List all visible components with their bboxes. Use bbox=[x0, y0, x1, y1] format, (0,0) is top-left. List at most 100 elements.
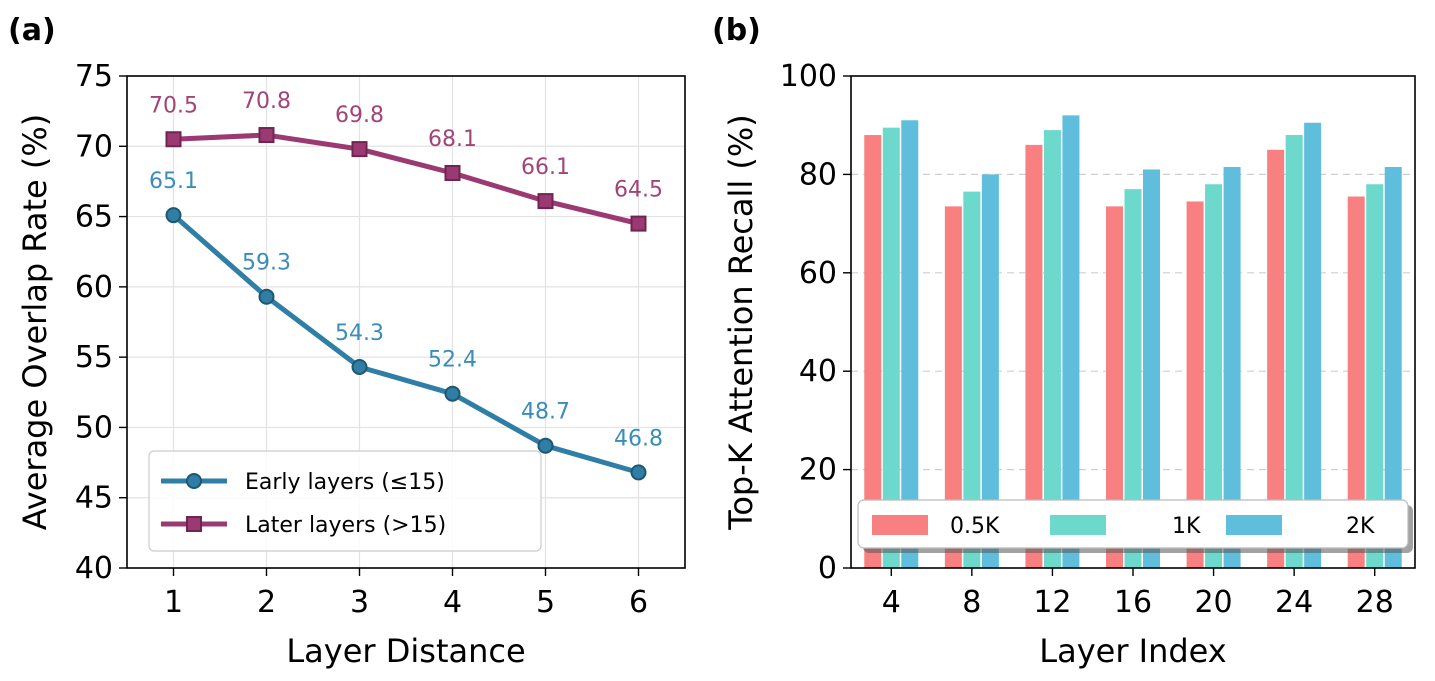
a-series-line-1 bbox=[173, 132, 640, 227]
panel-a-markers bbox=[165, 127, 647, 481]
a-ytick-label: 70 bbox=[75, 129, 113, 164]
panel-a-lines bbox=[171, 132, 640, 475]
legend-marker-early bbox=[186, 473, 202, 489]
b-bar-0.5K-20 bbox=[1186, 201, 1204, 568]
b-bar-2K-8 bbox=[981, 174, 999, 568]
b-ytick-label: 20 bbox=[799, 453, 837, 488]
a-ytick-label: 55 bbox=[75, 340, 113, 375]
b-bar-1K-28 bbox=[1366, 184, 1384, 569]
a-point-marker bbox=[537, 193, 554, 210]
b-bar-2K-20 bbox=[1223, 167, 1241, 568]
a-point-marker bbox=[537, 437, 554, 454]
a-point-marker bbox=[165, 207, 182, 224]
legend-label-later: Later layers (>15) bbox=[245, 513, 446, 538]
a-data-label: 46.8 bbox=[614, 426, 663, 451]
panel-a-data-labels: 65.1 59.3 54.3 52.4 48.7 46.8 70.5 70.8 69.8 68.1… bbox=[149, 89, 663, 451]
a-xtick-label: 1 bbox=[164, 585, 183, 620]
legend-patch-0.5k bbox=[872, 515, 928, 535]
panel-b-x-axis-label: Layer Index bbox=[1039, 632, 1226, 670]
panel-b-legend: 0.5K 1K 2K bbox=[857, 499, 1413, 553]
a-ytick-label: 75 bbox=[75, 59, 113, 94]
b-bar-0.5K-4 bbox=[864, 135, 882, 569]
a-point-marker bbox=[258, 127, 275, 144]
b-bar-2K-4 bbox=[901, 120, 919, 568]
a-data-label: 52.4 bbox=[428, 348, 477, 373]
b-xtick-label: 28 bbox=[1356, 585, 1394, 620]
b-bar-2K-24 bbox=[1304, 122, 1322, 569]
panel-a-y-axis-label: Average Overlap Rate (%) bbox=[16, 114, 54, 530]
legend-patch-1k bbox=[1050, 515, 1106, 535]
legend-label-0.5k: 0.5K bbox=[950, 514, 1000, 539]
a-point-marker bbox=[444, 385, 461, 402]
a-point-marker bbox=[351, 141, 368, 158]
panel-a-label: (a) bbox=[8, 13, 56, 48]
panel-b-label: (b) bbox=[712, 13, 761, 48]
legend-label-2k: 2K bbox=[1346, 514, 1375, 539]
panel-b-legend-box bbox=[857, 499, 1409, 549]
panel-a-grid bbox=[127, 75, 685, 569]
b-ytick-label: 80 bbox=[799, 157, 837, 192]
b-ytick-label: 60 bbox=[799, 256, 837, 291]
a-data-label: 65.1 bbox=[149, 169, 198, 194]
b-ytick-label: 40 bbox=[799, 354, 837, 389]
b-bar-2K-16 bbox=[1143, 169, 1160, 569]
b-bar-2K-12 bbox=[1062, 115, 1080, 569]
a-data-label: 69.8 bbox=[335, 103, 384, 128]
a-xtick-label: 3 bbox=[350, 585, 369, 620]
a-data-label: 70.5 bbox=[149, 93, 198, 118]
panel-b-ticks: 0 20 40 60 80 100 4 8 12 16 20 24 28 bbox=[780, 59, 1394, 620]
b-xtick-label: 24 bbox=[1275, 585, 1313, 620]
panel-a-x-axis-label: Layer Distance bbox=[286, 632, 525, 670]
a-ytick-label: 65 bbox=[75, 200, 113, 235]
panel-b-bar-chart: (b) 0 20 40 60 80 100 4 8 12 16 20 24 28 Layer Index… bbox=[712, 13, 1416, 670]
a-point-marker bbox=[444, 164, 461, 181]
panel-a-line-chart: (a) 65.1 59.3 54.3 52.4 48.7 46.8 70.5 70.8 69.8… bbox=[8, 13, 686, 670]
a-data-label: 48.7 bbox=[521, 400, 570, 425]
legend-marker-later bbox=[186, 516, 202, 532]
panel-b-bars bbox=[864, 115, 1402, 569]
b-bar-0.5K-24 bbox=[1267, 149, 1285, 569]
a-data-label: 59.3 bbox=[242, 251, 291, 276]
a-ytick-label: 60 bbox=[75, 270, 113, 305]
b-bar-1K-8 bbox=[963, 191, 981, 568]
a-ytick-label: 40 bbox=[75, 551, 113, 586]
panel-a-plot-frame bbox=[126, 75, 686, 569]
b-ytick-label: 0 bbox=[818, 551, 837, 586]
b-bar-1K-16 bbox=[1124, 189, 1142, 568]
a-data-label: 54.3 bbox=[335, 321, 384, 346]
a-data-label: 68.1 bbox=[428, 127, 477, 152]
a-point-marker bbox=[351, 358, 368, 375]
a-xtick-label: 6 bbox=[629, 585, 648, 620]
a-ytick-label: 45 bbox=[75, 481, 113, 516]
panel-a-legend-box bbox=[148, 450, 542, 552]
panel-a-legend: Early layers (≤15) Later layers (>15) bbox=[148, 450, 542, 552]
b-xtick-label: 4 bbox=[882, 585, 901, 620]
b-bar-0.5K-16 bbox=[1106, 206, 1123, 568]
panel-b-y-axis-label: Top-K Attention Recall (%) bbox=[722, 114, 760, 531]
a-series-line-0 bbox=[171, 213, 640, 475]
a-point-marker bbox=[165, 131, 182, 148]
a-point-marker bbox=[630, 215, 647, 232]
b-bar-0.5K-8 bbox=[944, 206, 962, 568]
b-xtick-label: 16 bbox=[1114, 585, 1152, 620]
b-xtick-label: 8 bbox=[962, 585, 981, 620]
a-xtick-label: 5 bbox=[536, 585, 555, 620]
a-data-label: 66.1 bbox=[521, 155, 570, 180]
a-data-label: 70.8 bbox=[242, 89, 291, 114]
b-bar-0.5K-28 bbox=[1347, 196, 1365, 569]
b-bar-1K-12 bbox=[1043, 130, 1061, 568]
a-xtick-label: 4 bbox=[443, 585, 462, 620]
legend-patch-2k bbox=[1226, 515, 1282, 535]
b-ytick-label: 100 bbox=[780, 59, 837, 94]
legend-label-early: Early layers (≤15) bbox=[245, 470, 445, 495]
legend-label-1k: 1K bbox=[1172, 514, 1201, 539]
b-bar-0.5K-12 bbox=[1025, 144, 1043, 568]
a-point-marker bbox=[258, 288, 275, 305]
b-bar-2K-28 bbox=[1384, 167, 1402, 568]
b-bar-1K-20 bbox=[1205, 184, 1223, 569]
a-xtick-label: 2 bbox=[257, 585, 276, 620]
b-xtick-label: 20 bbox=[1194, 585, 1232, 620]
b-bar-1K-4 bbox=[882, 127, 900, 568]
